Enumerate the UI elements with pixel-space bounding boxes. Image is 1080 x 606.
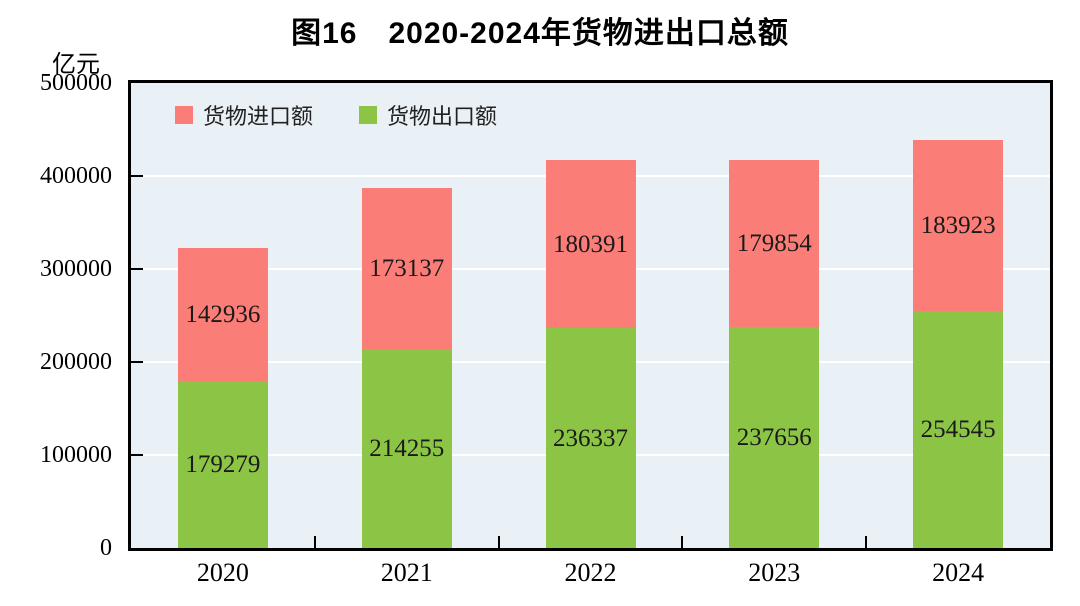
legend-swatch-icon (359, 106, 378, 124)
export-value-label: 236337 (553, 424, 628, 452)
legend-label: 货物出口额 (387, 104, 498, 129)
y-tick-label: 100000 (40, 442, 112, 468)
x-tick-label-2020: 2020 (196, 558, 249, 587)
export-value-label: 254545 (920, 416, 996, 444)
bar-2024: 183923 254545 (913, 140, 1004, 548)
import-value-label: 179854 (736, 229, 812, 257)
bar-2020: 142936 179279 (177, 248, 268, 548)
export-segment-2020: 179279 (177, 381, 268, 548)
x-tick-mark (681, 536, 684, 548)
export-value-label: 214255 (369, 434, 445, 462)
import-segment-2023: 179854 (729, 159, 820, 327)
import-value-label: 183923 (920, 212, 996, 240)
y-tick-mark (131, 175, 143, 177)
y-tick-mark (131, 454, 143, 456)
legend-item: 货物出口额 (359, 99, 497, 131)
y-tick-label: 400000 (40, 163, 112, 189)
y-tick-label: 500000 (40, 70, 112, 96)
legend: 货物进口额 货物出口额 (175, 99, 497, 131)
y-tick-label: 0 (100, 535, 112, 561)
export-value-label: 179279 (185, 451, 261, 479)
legend-label: 货物进口额 (203, 104, 314, 129)
import-value-label: 173137 (369, 254, 445, 282)
bar-2021: 173137 214255 (361, 187, 452, 548)
import-segment-2022: 180391 (545, 160, 636, 329)
export-segment-2024: 254545 (913, 311, 1004, 548)
export-segment-2023: 237656 (729, 326, 820, 548)
bar-2023: 179854 237656 (729, 159, 820, 548)
x-tick-mark (497, 536, 500, 548)
x-tick-label-2024: 2024 (932, 558, 985, 587)
import-value-label: 180391 (553, 230, 628, 258)
x-tick-label-2021: 2021 (380, 558, 433, 587)
import-segment-2021: 173137 (361, 187, 452, 349)
bar-2022: 180391 236337 (545, 160, 636, 548)
x-tick-mark (865, 536, 868, 548)
legend-item: 货物进口额 (175, 99, 313, 131)
x-tick-label-2022: 2022 (564, 558, 617, 587)
plot-area: 货物进口额 货物出口额 142936 179279 173137 214255 18039… (128, 80, 1053, 551)
y-tick-mark (131, 268, 143, 270)
y-tick-label: 300000 (40, 256, 112, 282)
y-tick-mark (131, 361, 143, 363)
import-segment-2024: 183923 (913, 140, 1004, 312)
y-tick-label: 200000 (40, 349, 112, 375)
legend-swatch-icon (175, 106, 193, 124)
export-segment-2021: 214255 (361, 348, 452, 548)
export-segment-2022: 236337 (545, 328, 636, 548)
y-axis-unit-label: 亿元 (52, 51, 100, 78)
x-tick-label-2023: 2023 (748, 558, 801, 587)
chart-title: 图16 2020-2024年货物进出口总额 (291, 17, 789, 50)
export-value-label: 237656 (736, 423, 812, 451)
x-tick-mark (313, 536, 316, 548)
import-value-label: 142936 (185, 301, 261, 329)
import-segment-2020: 142936 (177, 248, 268, 382)
